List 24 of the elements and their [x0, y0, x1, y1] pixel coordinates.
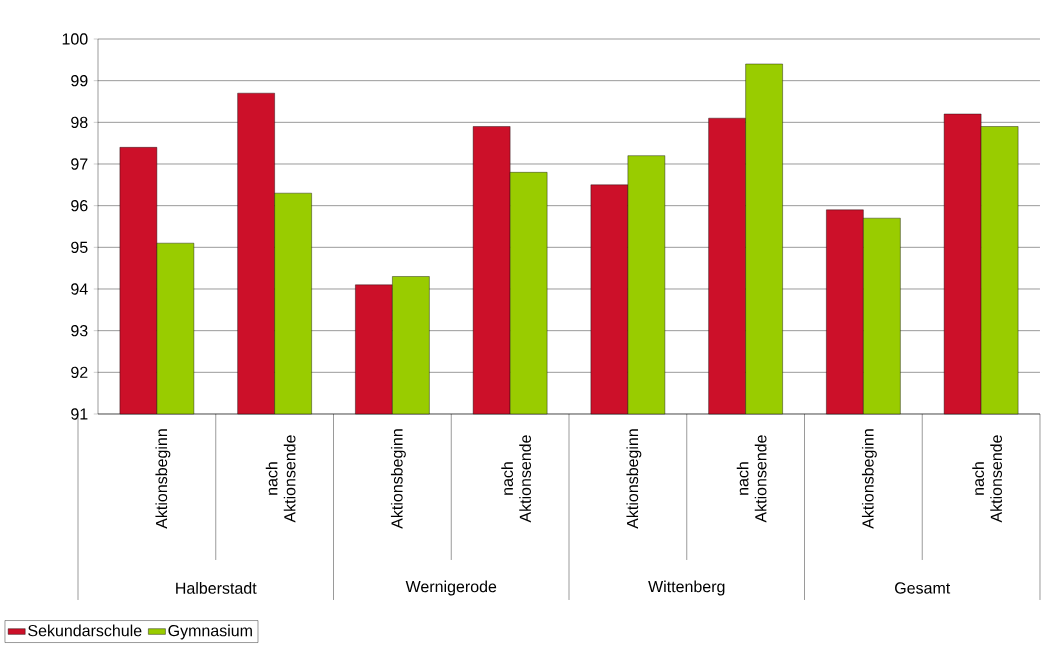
x-tick-label: Aktionsbeginn: [155, 429, 171, 529]
y-tick-label: 91: [71, 408, 88, 420]
x-tick-label: nach Aktionsende: [501, 435, 531, 523]
y-tick-label: 95: [71, 241, 88, 253]
x-tick-label: Aktionsbeginn: [626, 429, 642, 529]
y-tick-label: 97: [71, 158, 88, 170]
y-tick-label: 96: [71, 200, 88, 212]
x-tick-label: nach Aktionsende: [972, 435, 1002, 523]
y-tick-label: 98: [71, 116, 88, 128]
legend-label: Gymnasium: [168, 624, 252, 640]
text: Gesamt: [895, 582, 951, 594]
y-tick-label: 93: [71, 325, 88, 337]
y-tick-label: 99: [71, 75, 88, 87]
x-tick-label: Aktionsbeginn: [861, 429, 877, 529]
text: Wernigerode: [405, 580, 497, 596]
x-tick-label: nach Aktionsende: [736, 435, 767, 523]
y-tick-label: 92: [71, 366, 88, 378]
text: Halberstadt: [176, 582, 257, 594]
legend-label: Sekundarschule: [28, 624, 142, 637]
y-tick-label: 100: [62, 33, 88, 45]
x-tick-label: Aktionsbeginn: [390, 429, 406, 529]
text: Wittenberg: [648, 580, 725, 596]
x-tick-label: nach Aktionsende: [265, 435, 296, 523]
y-tick-label: 94: [71, 283, 88, 295]
